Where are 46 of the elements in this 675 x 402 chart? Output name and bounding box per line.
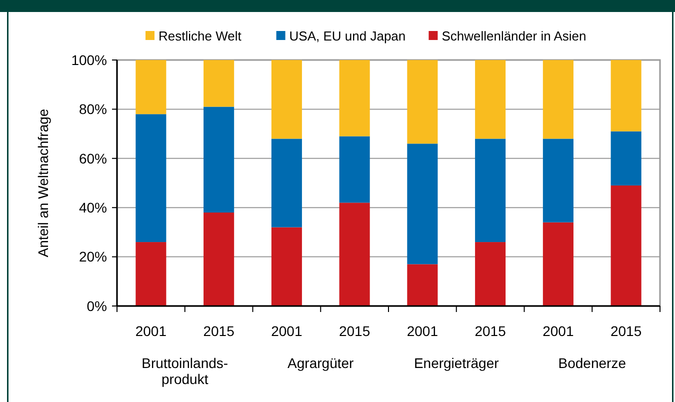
- x-tick-label: 2001: [542, 323, 574, 339]
- legend-label: Schwellenländer in Asien: [442, 28, 586, 44]
- bar: [542, 138, 574, 222]
- bar: [542, 60, 574, 139]
- bar: [407, 60, 438, 144]
- y-tick-label: 100%: [71, 52, 107, 68]
- bar: [339, 60, 370, 136]
- bar: [204, 106, 234, 213]
- bar: [339, 202, 370, 306]
- text: Bruttoinlands- produkt: [142, 355, 228, 387]
- bar: [407, 264, 438, 306]
- bar: [610, 131, 642, 186]
- bar: [339, 136, 370, 203]
- bar: [610, 60, 642, 132]
- y-axis-title: Anteil an Weltnachfrage: [35, 108, 51, 258]
- bar: [136, 114, 166, 242]
- legend-label: Restliche Welt: [158, 28, 242, 44]
- x-tick-label: 2015: [203, 323, 235, 339]
- text: Agrargüter: [288, 355, 354, 371]
- y-tick-label: 20%: [78, 248, 107, 265]
- bar: [542, 222, 574, 306]
- y-tick-label: 40%: [78, 200, 107, 216]
- bar: [136, 242, 166, 306]
- bar: [204, 60, 234, 107]
- bar: [475, 60, 506, 139]
- bar: [475, 138, 506, 242]
- bar: [204, 212, 234, 306]
- legend-label: USA, EU und Japan: [289, 28, 406, 44]
- x-tick-label: 2015: [610, 323, 642, 339]
- x-tick-label: 2001: [271, 323, 302, 339]
- text: Bodenerze: [558, 355, 626, 371]
- x-tick-label: 2015: [474, 323, 506, 339]
- bar: [136, 60, 166, 114]
- bar: [271, 227, 302, 306]
- y-tick-label: 60%: [78, 150, 107, 166]
- y-tick-label: 0%: [86, 298, 107, 314]
- x-tick-label: 2001: [406, 323, 438, 339]
- text: Energieträger: [414, 355, 500, 371]
- bar: [475, 242, 506, 306]
- x-tick-label: 2015: [338, 323, 370, 339]
- bar: [407, 144, 438, 264]
- x-tick-label: 2001: [135, 323, 167, 339]
- bar: [610, 185, 642, 306]
- bar: [271, 138, 302, 228]
- bar: [271, 60, 302, 139]
- y-tick-label: 80%: [78, 101, 107, 118]
